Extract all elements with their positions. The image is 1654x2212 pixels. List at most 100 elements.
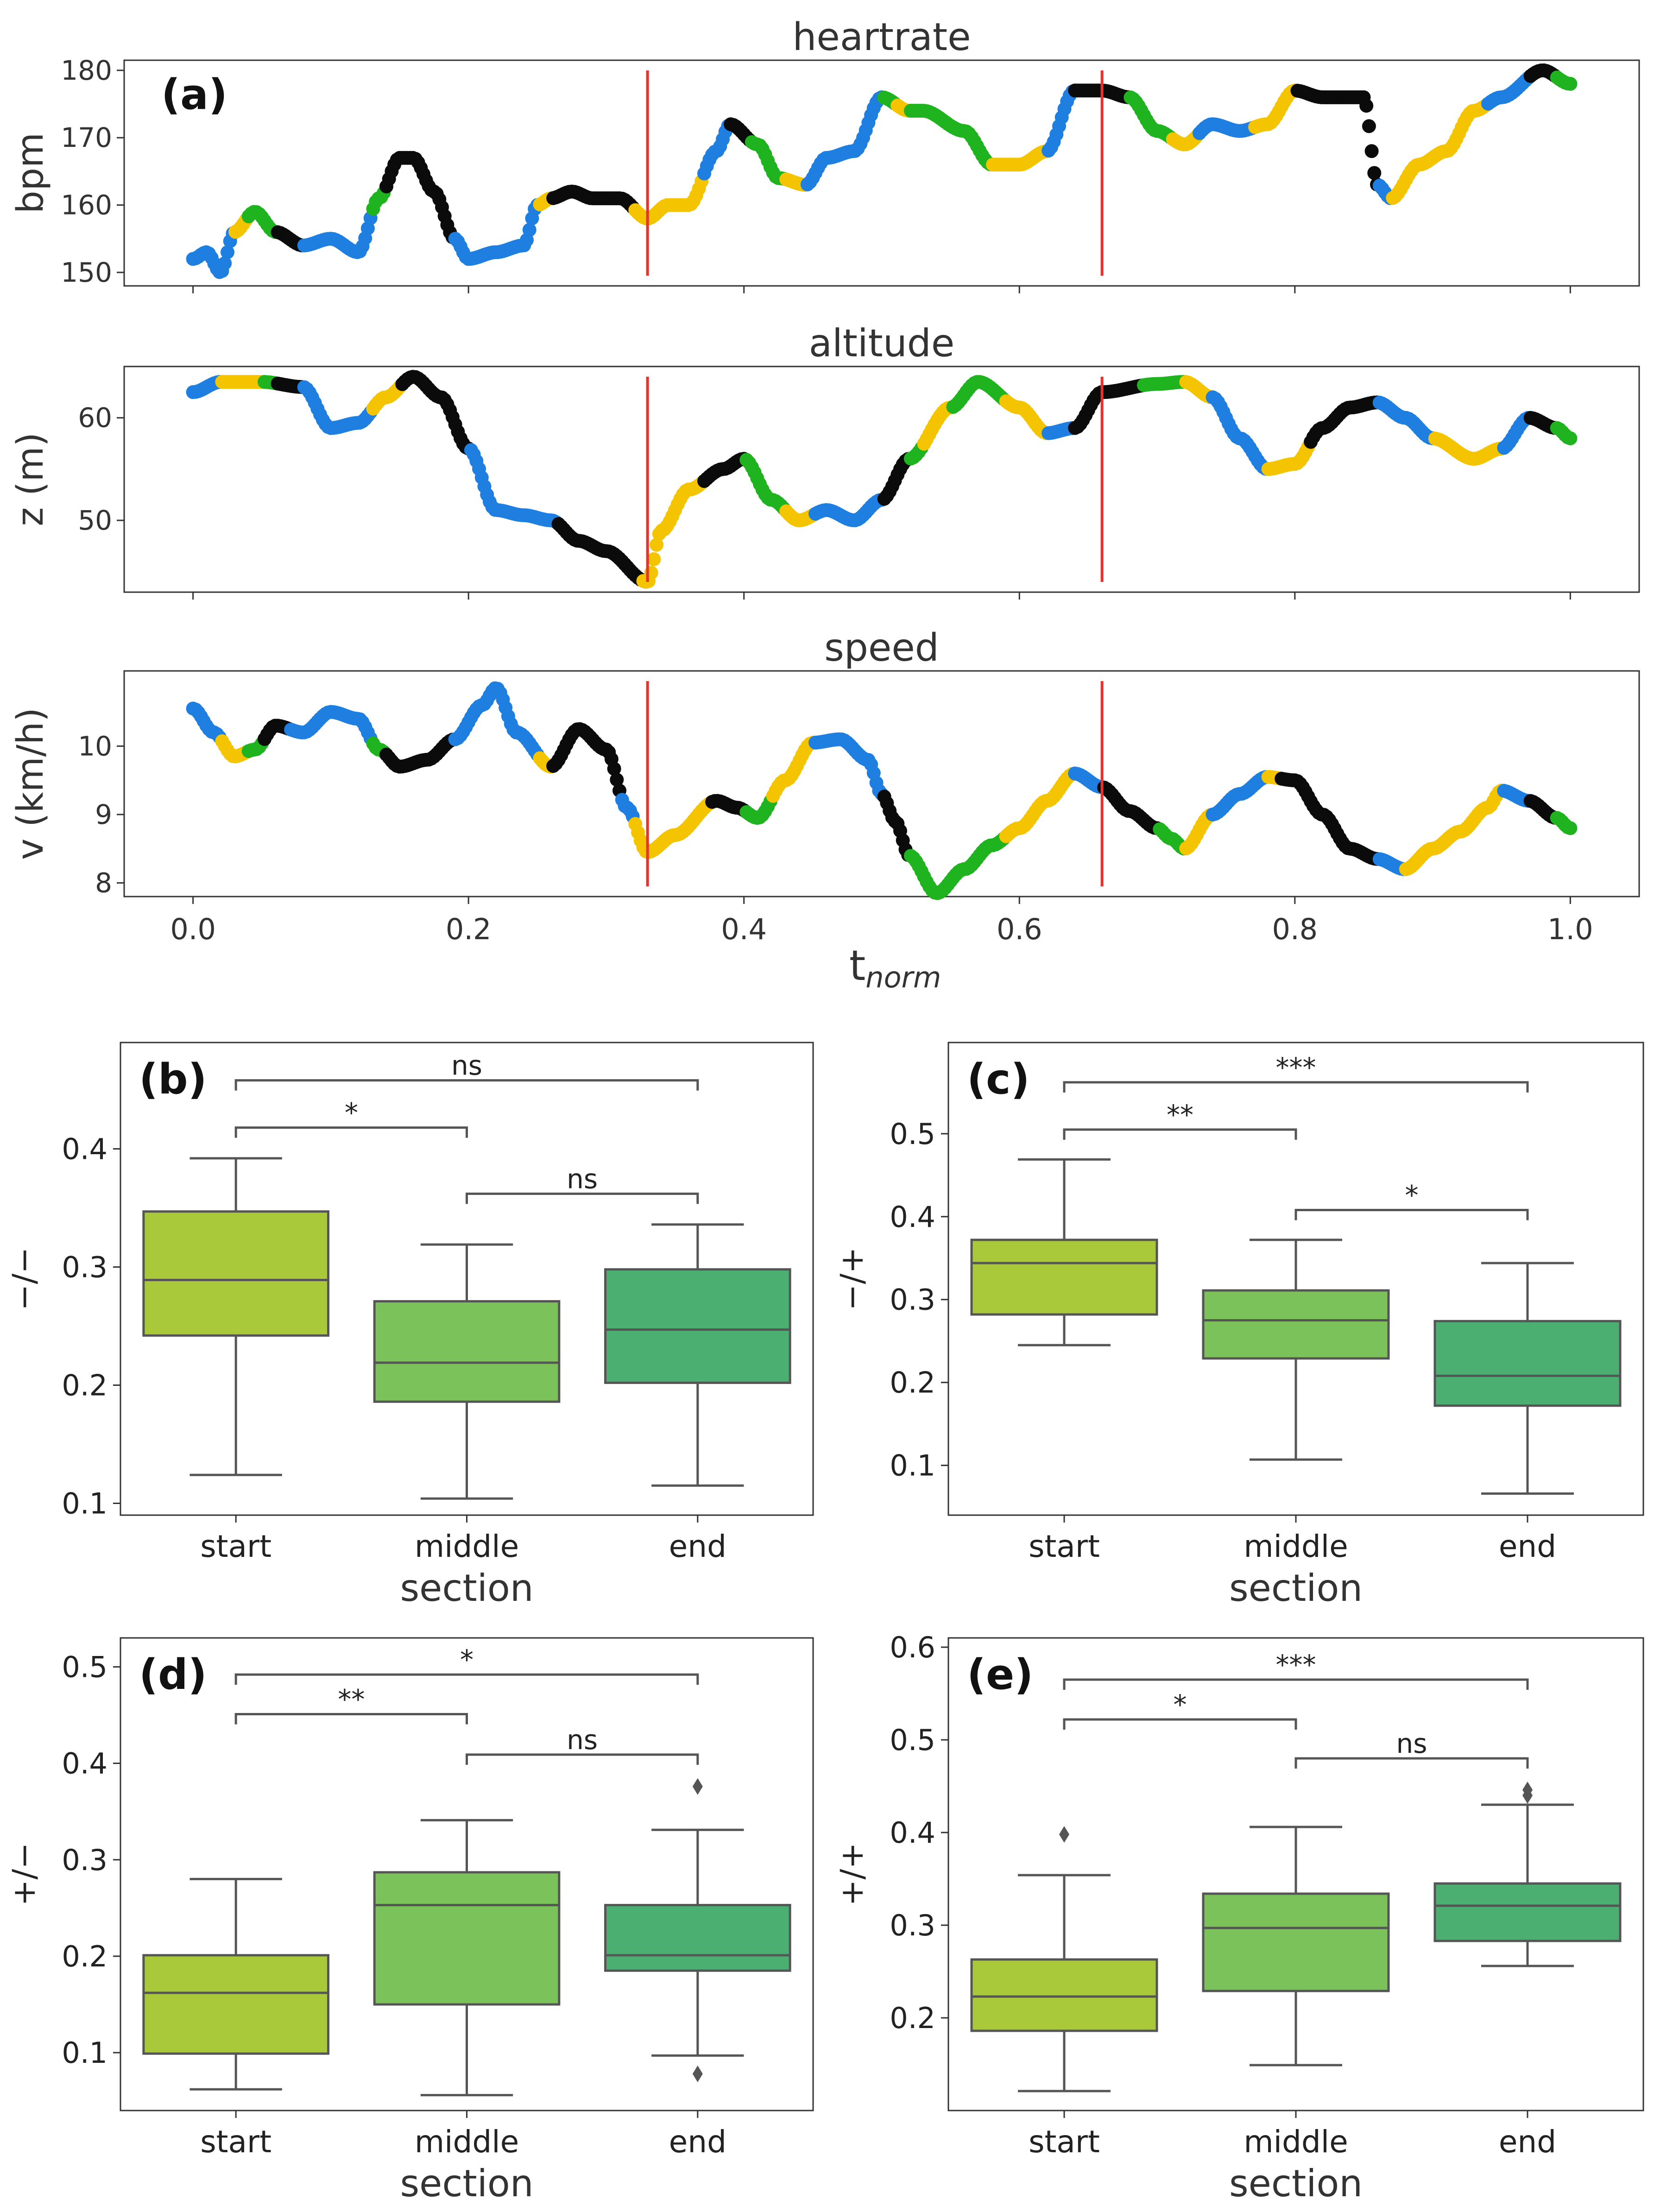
y-tick-label: 9	[95, 799, 112, 830]
x-tick-label: 0.2	[446, 912, 492, 946]
x-tick-label: 1.0	[1547, 912, 1593, 946]
significance-bracket	[466, 1753, 699, 1765]
x-tick-label: 0.6	[997, 912, 1042, 946]
category-label-middle: middle	[415, 1529, 519, 1564]
y-axis-label: bpm	[10, 133, 51, 214]
x-axis-label: section	[1229, 1567, 1363, 1610]
y-tick-label: 50	[78, 505, 112, 536]
y-tick-label: 0.2	[62, 1940, 107, 1973]
outlier-point	[692, 1778, 703, 1795]
y-tick-label: 0.4	[890, 1200, 935, 1234]
y-axis-label: +/+	[834, 1843, 871, 1906]
y-tick-label: 0.2	[890, 1366, 935, 1400]
box-middle	[1202, 1892, 1390, 1992]
x-tick-label: 0.4	[721, 912, 767, 946]
outlier-point	[1059, 1826, 1069, 1843]
y-tick-label: 0.2	[890, 2001, 935, 2035]
significance-bracket	[1063, 1128, 1297, 1140]
y-tick-label: 60	[78, 402, 112, 434]
x-axis-label: tnorm	[849, 942, 941, 994]
category-label-end: end	[1499, 2124, 1556, 2160]
significance-bracket	[1063, 1081, 1529, 1093]
data-point	[218, 256, 232, 271]
box-end	[1433, 1882, 1622, 1942]
panel-label: (d)	[139, 1650, 207, 1699]
y-tick-label: 0.3	[890, 1283, 935, 1317]
y-tick-label: 0.4	[890, 1816, 935, 1850]
significance-bracket	[234, 1079, 699, 1091]
box-middle	[373, 1871, 561, 2006]
y-tick-label: 0.1	[62, 2036, 107, 2070]
category-label-start: start	[200, 1529, 271, 1564]
panel-e: 0.2 0.3 0.4 0.5 0.6 +/+ start middle end section *…	[834, 1631, 1644, 2205]
box-start	[970, 1958, 1158, 2032]
significance-label: ns	[451, 1050, 482, 1081]
y-tick-label: 10	[78, 730, 112, 762]
y-tick-label: 0.3	[62, 1251, 107, 1284]
y-axis-label: −/+	[834, 1247, 871, 1311]
significance-bracket	[1294, 1208, 1529, 1220]
panel-b: 0.1 0.2 0.3 0.4 −/− start middle end section ns * n…	[6, 1042, 814, 1610]
y-tick-label: 0.1	[62, 1487, 107, 1521]
data-point	[1362, 119, 1376, 133]
y-tick-label: 170	[61, 122, 112, 153]
box-middle	[1202, 1289, 1390, 1360]
significance-label: ***	[1276, 1649, 1316, 1681]
outlier-point	[1522, 1782, 1533, 1798]
category-label-end: end	[1499, 1529, 1556, 1564]
y-tick-label: 0.1	[890, 1449, 935, 1483]
x-tick-label: 0.0	[170, 912, 216, 946]
significance-label: *	[1405, 1179, 1419, 1211]
y-tick-label: 0.6	[890, 1631, 935, 1664]
significance-label: *	[460, 1644, 473, 1675]
panel-d: 0.1 0.2 0.3 0.4 0.5 +/− start middle end section *…	[6, 1637, 814, 2205]
significance-bracket	[234, 1673, 699, 1685]
data-point	[221, 245, 234, 259]
significance-label: *	[345, 1097, 358, 1129]
y-tick-label: 0.5	[890, 1117, 935, 1151]
box-end	[604, 1268, 791, 1384]
chart-title: speed	[824, 626, 939, 670]
significance-label: *	[1174, 1689, 1187, 1720]
box-start	[970, 1239, 1158, 1316]
category-label-middle: middle	[1244, 2124, 1348, 2160]
significance-bracket	[1063, 1718, 1297, 1730]
panel-label: (c)	[967, 1055, 1030, 1104]
panel-label: (b)	[139, 1055, 207, 1104]
chart-title: altitude	[809, 322, 955, 366]
y-tick-label: 0.5	[890, 1723, 935, 1757]
data-point	[1563, 821, 1578, 835]
panel-label: (e)	[967, 1650, 1033, 1699]
outlier-point	[692, 2065, 703, 2082]
significance-label: ns	[1396, 1728, 1427, 1759]
y-axis-label: +/−	[6, 1843, 43, 1906]
category-label-end: end	[669, 2124, 726, 2160]
y-axis-label: −/−	[6, 1247, 43, 1311]
data-point	[1367, 166, 1382, 180]
data-point	[607, 762, 621, 776]
data-point	[1364, 144, 1379, 158]
y-tick-label: 180	[61, 55, 112, 86]
significance-bracket	[466, 1192, 699, 1204]
category-label-start: start	[1029, 1529, 1100, 1564]
y-tick-label: 0.3	[62, 1843, 107, 1877]
y-tick-label: 0.5	[62, 1650, 107, 1684]
significance-label: **	[1167, 1099, 1193, 1131]
data-point	[650, 537, 664, 552]
category-label-end: end	[669, 1529, 726, 1564]
data-point	[610, 772, 624, 787]
data-point	[522, 223, 537, 237]
y-tick-label: 150	[61, 257, 112, 288]
data-point	[1359, 99, 1374, 113]
significance-bracket	[1063, 1678, 1529, 1690]
category-label-start: start	[200, 2124, 271, 2160]
panel-label: (a)	[161, 70, 227, 119]
significance-label: ns	[567, 1724, 598, 1756]
chart-title: heartrate	[792, 15, 971, 59]
y-axis-label: z (m)	[10, 432, 51, 526]
y-tick-label: 0.3	[890, 1909, 935, 1942]
panel-a2: altitude z (m) 50 60	[10, 322, 1640, 600]
significance-bracket	[1294, 1757, 1529, 1769]
significance-bracket	[234, 1713, 468, 1725]
